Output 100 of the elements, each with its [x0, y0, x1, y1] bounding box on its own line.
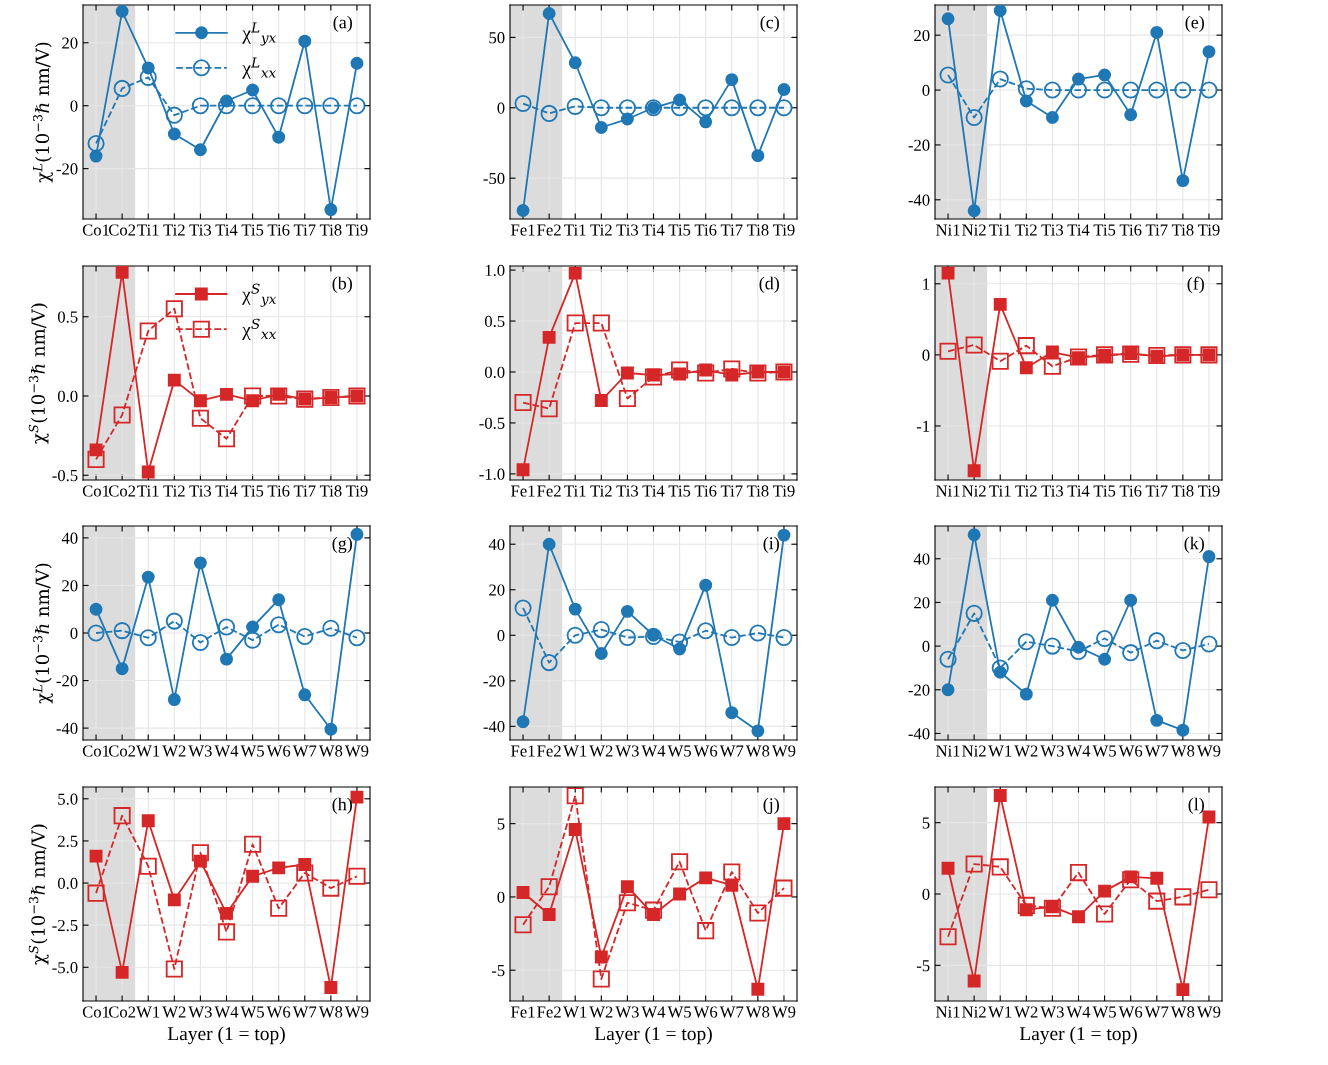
x-tick-label: Fe2	[537, 485, 561, 497]
point	[542, 537, 556, 551]
annotation: (i)	[763, 536, 779, 554]
x-tick-label: W5	[240, 1006, 264, 1018]
point	[514, 916, 532, 934]
point	[697, 99, 715, 117]
x-tick-label: Ti8	[1171, 224, 1194, 236]
point	[1200, 81, 1218, 99]
x-tick-label: Ti7	[720, 224, 743, 236]
point	[1096, 905, 1114, 923]
point	[1072, 72, 1085, 86]
x-tick-label: W6	[1118, 1006, 1143, 1018]
x-tick-label: W3	[615, 745, 639, 757]
y-tick-label: -1	[916, 420, 930, 432]
point	[514, 95, 532, 113]
point	[1019, 361, 1033, 375]
x-tick-label: Ti3	[616, 224, 639, 236]
point	[1096, 81, 1114, 99]
point	[165, 960, 183, 978]
point	[967, 974, 981, 988]
point	[965, 855, 983, 873]
y-tick-label: 0	[922, 640, 930, 653]
point	[1124, 593, 1138, 607]
point	[89, 849, 103, 863]
point	[87, 624, 105, 642]
point	[1069, 81, 1088, 99]
point	[298, 688, 312, 702]
point	[1096, 629, 1114, 648]
y-tick-label: 1	[923, 278, 930, 290]
x-tick-label: W1	[988, 745, 1012, 757]
point	[1098, 884, 1112, 898]
point	[193, 394, 207, 408]
y-tick-label: 1.0	[485, 264, 505, 277]
y-tick-label: 5	[497, 818, 505, 830]
x-tick-label: W7	[292, 1006, 317, 1018]
x-tick-label: W8	[745, 745, 770, 757]
point	[141, 570, 155, 584]
point	[775, 879, 793, 897]
point	[1122, 871, 1140, 889]
point	[540, 400, 558, 418]
point	[751, 724, 765, 738]
x-tick-label: Ti8	[319, 485, 342, 497]
point	[296, 97, 314, 115]
y-tick-label: -40	[56, 722, 78, 735]
y-tick-label: 0	[922, 888, 930, 900]
point	[1045, 345, 1059, 359]
annotation: (d)	[759, 276, 779, 294]
point	[749, 99, 767, 117]
point	[542, 908, 556, 921]
point	[1202, 810, 1216, 824]
point	[244, 835, 262, 853]
x-tick-label: W3	[615, 1006, 639, 1018]
point	[993, 5, 1007, 17]
x-tick-label: W5	[667, 745, 691, 757]
point	[1150, 713, 1164, 727]
point	[991, 70, 1009, 88]
x-tick-label: W2	[162, 1006, 186, 1018]
point	[1174, 641, 1192, 660]
point	[1122, 644, 1140, 662]
x-tick-label: Ti7	[1145, 224, 1168, 236]
point	[1017, 896, 1035, 914]
point	[296, 864, 314, 882]
x-tick-label: W3	[188, 1006, 212, 1018]
y-tick-label: 0.5	[57, 311, 78, 323]
x-tick-label: Ti9	[345, 224, 368, 236]
point	[1017, 80, 1035, 98]
x-tick-label: Ti4	[1067, 485, 1090, 497]
point	[939, 342, 957, 360]
y-axis-title: χ$^{L}$(10$^{−3}$ℏ nm/V)	[32, 563, 53, 704]
x-tick-label: Ti5	[1093, 485, 1116, 497]
point	[1176, 723, 1190, 737]
point	[324, 203, 338, 217]
point	[270, 387, 288, 405]
annotation: (g)	[332, 536, 352, 554]
point	[1148, 632, 1166, 650]
point	[991, 352, 1009, 370]
x-tick-label: Ti7	[1145, 485, 1168, 497]
point	[141, 61, 155, 75]
point	[516, 204, 530, 218]
point	[1176, 174, 1190, 188]
x-tick-label: Ni2	[962, 224, 986, 236]
x-tick-label: Ti4	[642, 485, 665, 497]
point	[516, 715, 530, 729]
point	[699, 363, 713, 377]
x-tick-label: W9	[344, 745, 369, 757]
point	[673, 367, 687, 381]
x-tick-label: W4	[641, 1006, 666, 1018]
point	[751, 149, 765, 163]
point	[272, 130, 286, 144]
x-tick-label: W1	[563, 1006, 587, 1018]
point	[270, 97, 288, 115]
point	[777, 83, 791, 96]
point	[141, 814, 155, 828]
point	[514, 394, 532, 412]
y-tick-label: -5	[491, 965, 505, 977]
point	[941, 861, 955, 875]
x-tick-label: Co1	[82, 485, 109, 497]
x-tick-label: Ti5	[241, 224, 264, 236]
point	[296, 628, 314, 646]
x-tick-label: W3	[188, 745, 212, 757]
